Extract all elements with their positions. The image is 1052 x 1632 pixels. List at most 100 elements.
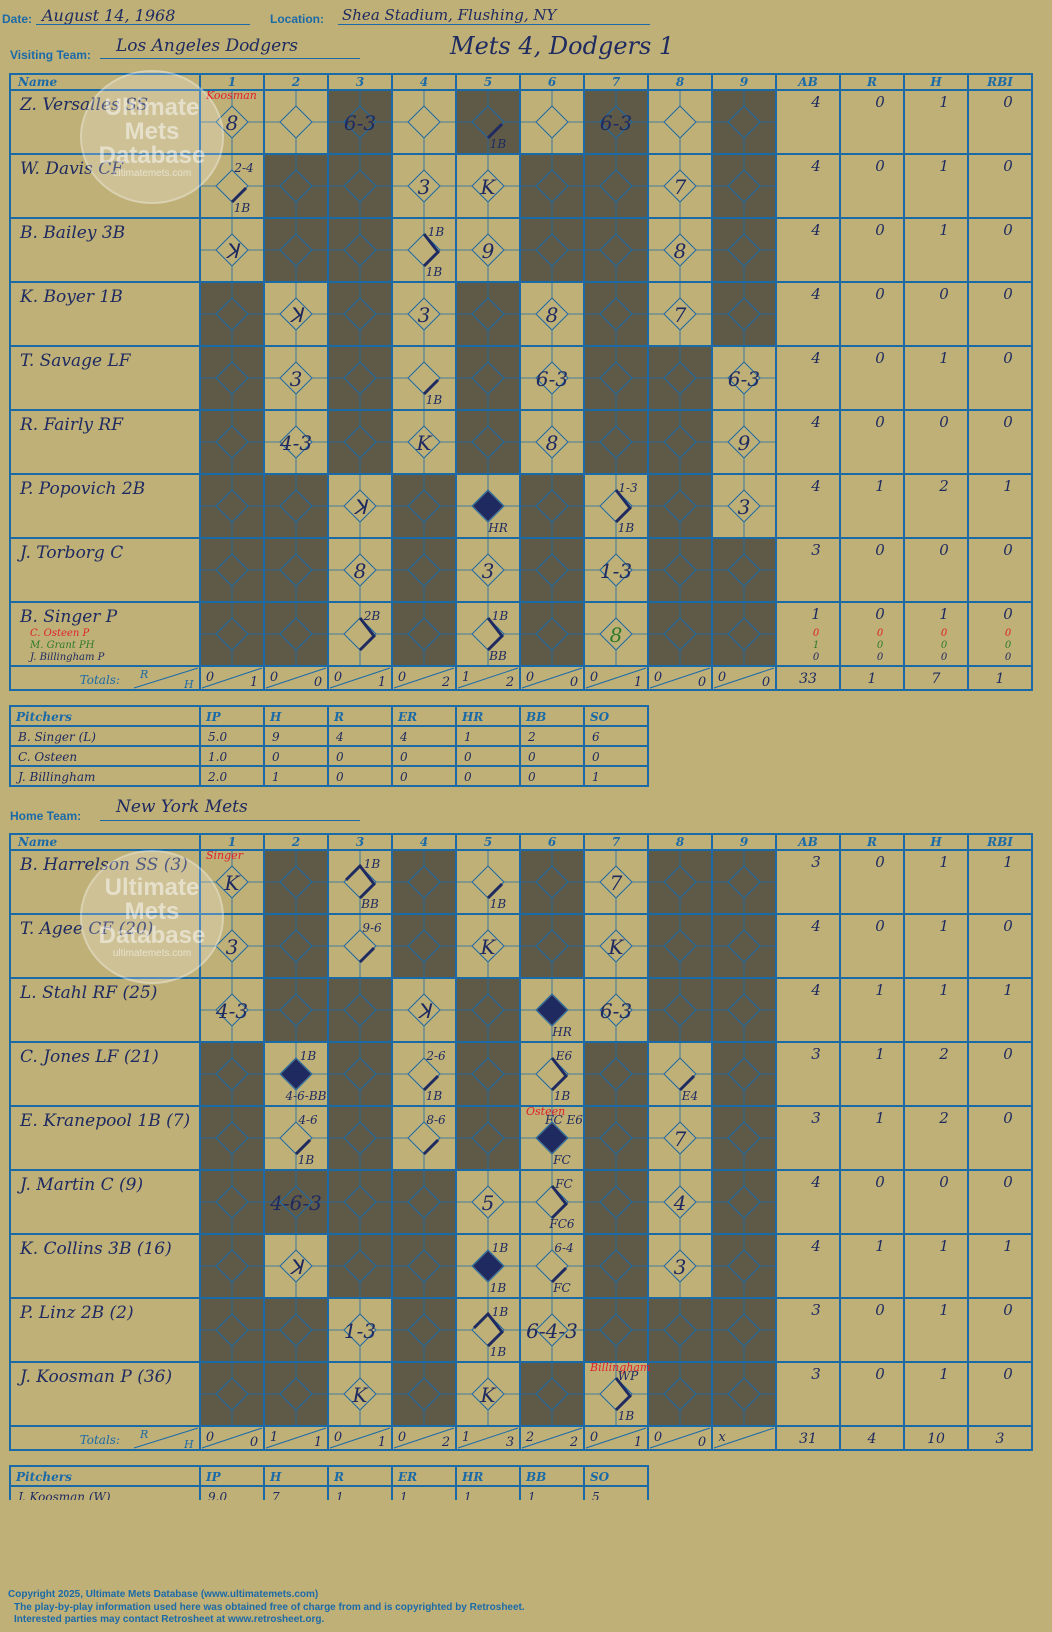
play-result: 3 <box>418 303 431 327</box>
base-diamond <box>599 233 633 267</box>
base-diamond <box>727 489 761 523</box>
player-stat: 3 <box>811 853 821 871</box>
base-diamond <box>215 105 249 139</box>
player-name: R. Fairly RF <box>19 415 124 435</box>
play-result: 8 <box>674 239 687 263</box>
base-diamond <box>663 1313 697 1347</box>
play-result: 9 <box>738 431 751 455</box>
base-diamond <box>727 105 761 139</box>
totals-slash <box>329 667 391 689</box>
base-path-line <box>614 1377 632 1412</box>
player-stat: 1 <box>939 1237 949 1255</box>
player-stat: 0 <box>875 1173 885 1191</box>
base-diamond <box>535 297 569 331</box>
base-diamond <box>407 865 441 899</box>
base-diamond <box>727 1185 761 1219</box>
base-diamond <box>215 1057 249 1091</box>
base-diamond <box>215 929 249 963</box>
play-result: HR <box>487 521 508 535</box>
player-stat: 0 <box>1003 1109 1013 1127</box>
base-path-line <box>422 1074 440 1092</box>
pitcher-stat: 5 <box>592 1490 600 1500</box>
play-result: 1B <box>426 265 443 279</box>
play-note: 1B <box>428 225 445 239</box>
base-diamond <box>215 1377 249 1411</box>
play-result: 4 <box>673 1191 687 1215</box>
total-stat: 7 <box>932 671 941 687</box>
player-stat: 4 <box>810 981 821 999</box>
totals-label: Totals: <box>80 673 120 687</box>
location-label: Location: <box>270 12 324 26</box>
column-header: H <box>929 835 942 849</box>
pitcher-stat: 9.0 <box>208 1490 227 1500</box>
play-note: 1B <box>492 1305 509 1319</box>
column-header: 5 <box>484 835 492 849</box>
base-path-line <box>678 1074 696 1092</box>
base-diamond <box>663 297 697 331</box>
player-stat: 0 <box>875 853 885 871</box>
player-stat: 4 <box>810 413 821 431</box>
sub-player-stat: 0 <box>941 652 948 663</box>
column-header: AB <box>797 75 817 89</box>
pitcher-stat: 7 <box>272 1490 280 1500</box>
base-diamond <box>471 361 505 395</box>
play-result: HR <box>551 1025 572 1039</box>
play-result: ꓘ <box>289 303 304 327</box>
base-diamond <box>535 169 569 203</box>
pitcher-stat: 4 <box>399 730 408 744</box>
inning-hits: 2 <box>505 675 514 690</box>
base-diamond <box>727 169 761 203</box>
inning-hits: 1 <box>378 1435 386 1450</box>
play-result: 5 <box>482 1191 495 1215</box>
pitcher-stat: 2.0 <box>207 770 227 784</box>
player-stat: 0 <box>875 1365 885 1383</box>
play-note: 4-6 <box>297 1113 318 1127</box>
base-diamond <box>663 361 697 395</box>
base-diamond <box>663 425 697 459</box>
inning-runs: 1 <box>270 1430 278 1445</box>
inning-runs: 0 <box>590 1430 598 1445</box>
base-diamond <box>343 553 377 587</box>
base-diamond <box>663 489 697 523</box>
play-result: K <box>480 175 497 199</box>
play-result: 6-3 <box>536 367 568 391</box>
base-diamond <box>727 929 761 963</box>
sub-player-stat: 0 <box>813 628 820 639</box>
pitcher-stat: 0 <box>528 750 536 764</box>
base-diamond <box>663 993 697 1027</box>
totals-slash <box>585 667 647 689</box>
column-header: 8 <box>676 75 685 89</box>
play-result: K <box>480 1383 497 1407</box>
base-diamond <box>535 489 569 523</box>
totals-slash <box>133 1427 199 1449</box>
base-diamond <box>599 617 633 651</box>
player-stat: 0 <box>939 1173 949 1191</box>
base-path-line <box>614 489 632 524</box>
player-name: P. Linz 2B (2) <box>19 1303 134 1323</box>
inning-hits: 1 <box>378 675 386 690</box>
pitcher-stat: 0 <box>400 770 408 784</box>
play-result: ꓘ <box>289 1255 304 1279</box>
base-diamond <box>407 1185 441 1219</box>
player-stat: 1 <box>1003 853 1013 871</box>
player-stat: 0 <box>1003 1173 1013 1191</box>
base-diamond <box>727 553 761 587</box>
player-stat: 1 <box>875 1237 885 1255</box>
column-header: 2 <box>291 835 300 849</box>
pitcher-stat: 1 <box>464 730 472 744</box>
play-note: 1B <box>492 609 509 623</box>
base-diamond <box>279 865 313 899</box>
base-diamond <box>215 1185 249 1219</box>
base-diamond <box>727 993 761 1027</box>
pitchers-header: Pitchers <box>15 1470 72 1484</box>
base-diamond <box>343 105 377 139</box>
player-stat: 2 <box>938 1045 949 1063</box>
base-path-line <box>550 1266 568 1284</box>
inning-runs: 0 <box>206 670 214 685</box>
player-stat: 4 <box>810 477 821 495</box>
player-stat: 0 <box>939 285 949 303</box>
inning-hits: 0 <box>570 675 578 690</box>
inning-hits: 1 <box>634 675 642 690</box>
base-diamond <box>343 297 377 331</box>
